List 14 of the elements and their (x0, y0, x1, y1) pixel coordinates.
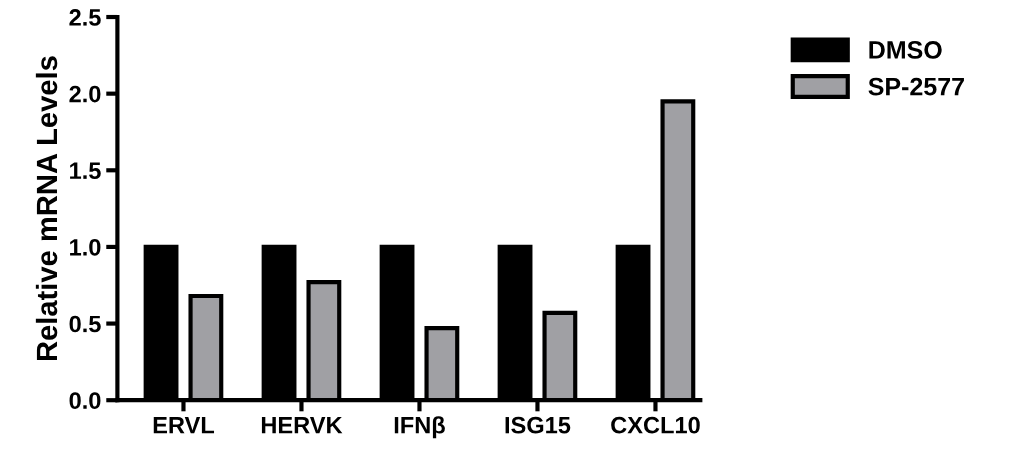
legend-label: DMSO (869, 41, 942, 59)
y-axis-title: Relative mRNA Levels (35, 56, 58, 361)
y-tick-label: 2.0 (69, 85, 101, 103)
y-tick-label: 1.5 (70, 162, 101, 180)
x-tick-label: IFNβ (394, 416, 445, 439)
y-tick-label: 2.5 (69, 9, 101, 26)
y-tick-label: 1.0 (70, 239, 101, 256)
x-tick-label: HERVK (261, 417, 343, 434)
y-tick-label: 0.5 (69, 315, 101, 333)
x-tick-label: ERVL (153, 417, 215, 434)
y-tick-label: 0.0 (69, 392, 101, 409)
x-tick-label: CXCL10 (611, 416, 700, 434)
x-tick-label: ISG15 (505, 416, 571, 434)
legend-label: SP-2577 (868, 77, 964, 96)
